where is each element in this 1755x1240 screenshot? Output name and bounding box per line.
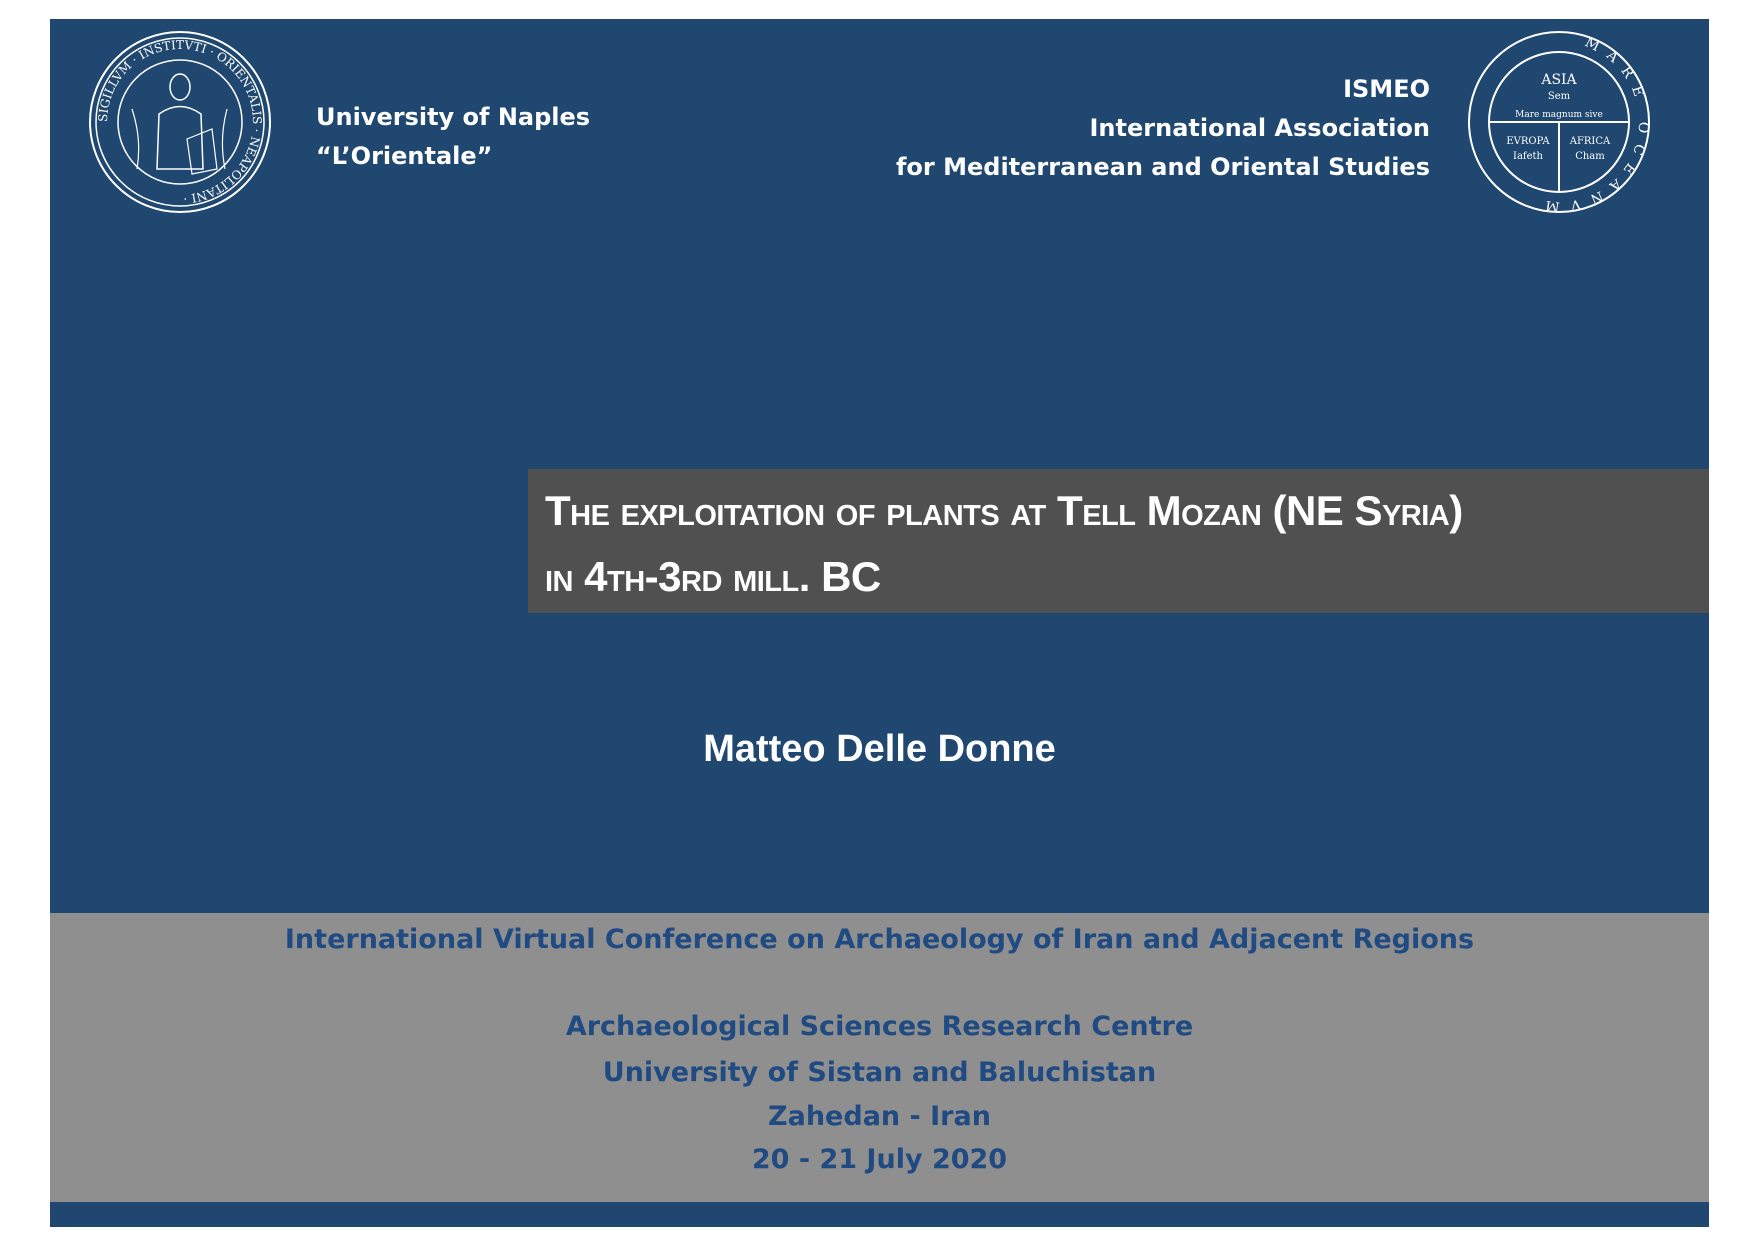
title-line2: in 4th-3rd mill. BC — [545, 553, 881, 600]
conference-university: University of Sistan and Baluchistan — [602, 1057, 1157, 1088]
conference-name: International Virtual Conference on Arch… — [284, 924, 1475, 955]
svg-text:ASIA: ASIA — [1540, 72, 1577, 88]
author-name: Matteo Delle Donne — [703, 728, 1056, 770]
right-institution-line3: for Mediterranean and Oriental Studies — [895, 153, 1430, 181]
conference-dates: 20 - 21 July 2020 — [751, 1144, 1008, 1175]
svg-text:Cham: Cham — [1575, 151, 1605, 162]
ismeo-seal-logo: MARE OCEANVM ASIA Sem Mare magnum sive E… — [1468, 31, 1650, 215]
svg-text:EVROPA: EVROPA — [1506, 136, 1550, 147]
conference-organizer: Archaeological Sciences Research Centre — [565, 1011, 1194, 1042]
svg-text:Iafeth: Iafeth — [1513, 151, 1544, 162]
title-box — [528, 469, 1709, 613]
right-institution-line1: ISMEO — [1343, 75, 1430, 103]
university-seal-logo: SIGILLVM · INSTITVTI · ORIENTALIS · NEAP… — [89, 31, 271, 213]
svg-text:Sem: Sem — [1548, 91, 1571, 102]
title-line1: The exploitation of plants at Tell Mozan… — [545, 487, 1463, 534]
svg-text:SIGILLVM · INSTITVTI · ORIENTA: SIGILLVM · INSTITVTI · ORIENTALIS · NEAP… — [96, 38, 264, 206]
left-institution: University of Naples “L’Orientale” — [316, 98, 590, 176]
left-institution-line1: University of Naples — [316, 103, 591, 131]
right-institution-line2: International Association — [1089, 114, 1431, 142]
right-institution: ISMEO International Association for Medi… — [896, 70, 1430, 187]
svg-text:Mare magnum sive: Mare magnum sive — [1515, 110, 1603, 120]
svg-text:AFRICA: AFRICA — [1569, 136, 1611, 147]
left-institution-line2: “L’Orientale” — [316, 142, 493, 170]
presentation-title: The exploitation of plants at Tell Mozan… — [545, 478, 1463, 610]
conference-band — [50, 913, 1709, 1202]
conference-location: Zahedan - Iran — [768, 1101, 991, 1132]
